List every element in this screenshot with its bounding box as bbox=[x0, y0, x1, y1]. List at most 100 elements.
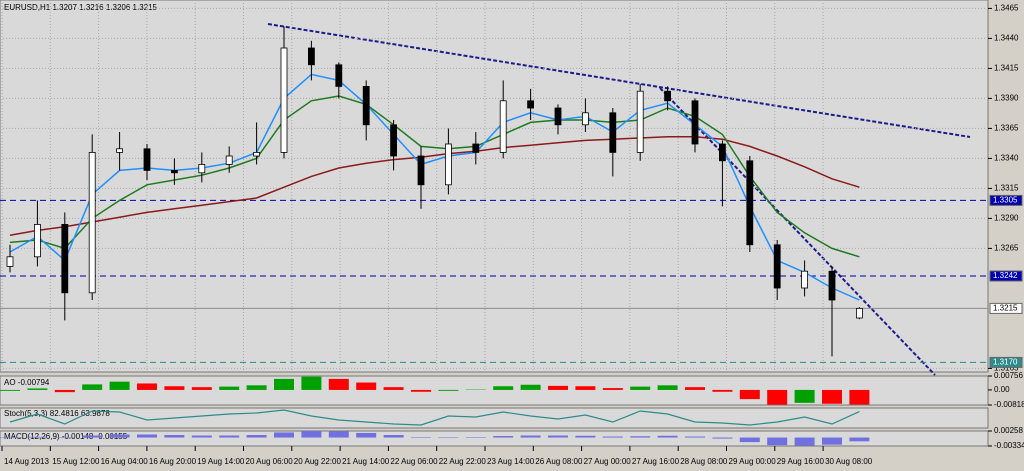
candle-body bbox=[225, 155, 233, 165]
ao-bar bbox=[657, 385, 678, 390]
macd-bar bbox=[191, 435, 212, 438]
ao-bar bbox=[54, 389, 75, 393]
level-box bbox=[989, 270, 1023, 282]
x-tick-label: 30 Aug 08:00 bbox=[825, 457, 873, 466]
macd-bar bbox=[685, 436, 705, 438]
candle-body bbox=[801, 270, 808, 289]
ao-bar bbox=[822, 389, 842, 404]
level-label: 1.3242 bbox=[993, 271, 1018, 280]
level-label: 1.3170 bbox=[993, 358, 1018, 367]
ao-bar bbox=[356, 382, 377, 390]
macd-bar bbox=[246, 435, 267, 438]
ao-bar bbox=[383, 387, 404, 390]
macd-bar bbox=[493, 436, 514, 438]
candle-body bbox=[828, 270, 836, 301]
candle-body bbox=[417, 155, 425, 186]
macd-bar bbox=[0, 437, 20, 439]
y-tick-label: -0.00818 bbox=[994, 400, 1024, 409]
candle-body bbox=[143, 148, 151, 171]
candle-body bbox=[6, 256, 14, 267]
macd-title: MACD(12,26,9) -0.00148 -0.00155 bbox=[4, 432, 128, 441]
x-tick-label: 28 Aug 08:00 bbox=[680, 457, 728, 466]
ao-bar bbox=[164, 386, 185, 390]
moving-average bbox=[9, 95, 860, 258]
y-tick-label: 1.3165 bbox=[994, 364, 1019, 373]
ao-bar bbox=[246, 385, 267, 390]
main-pane bbox=[0, 0, 989, 373]
x-tick-label: 15 Aug 12:00 bbox=[52, 457, 100, 466]
macd-bar bbox=[794, 437, 815, 446]
ao-bar bbox=[520, 384, 541, 390]
macd-bar bbox=[767, 437, 788, 446]
y-tick-label: 1.3290 bbox=[994, 214, 1019, 223]
ao-bar bbox=[767, 389, 788, 405]
macd-bar bbox=[548, 435, 568, 438]
ao-bar bbox=[685, 387, 705, 390]
x-tick-label: 22 Aug 22:00 bbox=[439, 457, 487, 466]
ao-bar bbox=[438, 389, 459, 391]
ao-title: AO -0.00794 bbox=[4, 378, 50, 387]
macd-bar bbox=[219, 435, 240, 438]
macd-bar bbox=[411, 437, 431, 438]
ao-bar bbox=[575, 386, 596, 390]
ao-bar bbox=[301, 376, 322, 390]
level-box bbox=[989, 194, 1023, 206]
x-tick-label: 22 Aug 06:00 bbox=[390, 457, 438, 466]
candle-body bbox=[307, 47, 315, 66]
candle-body bbox=[253, 151, 261, 157]
macd-bar bbox=[438, 437, 459, 439]
y-tick-label: 1.3415 bbox=[994, 64, 1019, 73]
candle-body bbox=[198, 163, 206, 174]
macd-bar bbox=[575, 435, 596, 438]
candle-body bbox=[390, 124, 398, 157]
x-tick-label: 27 Aug 00:00 bbox=[584, 457, 632, 466]
macd-bar bbox=[739, 437, 760, 443]
ao-bar bbox=[712, 389, 733, 392]
x-tick-label: 23 Aug 14:00 bbox=[487, 457, 535, 466]
level-box bbox=[989, 302, 1023, 314]
candle-body bbox=[472, 143, 480, 153]
ao-bar bbox=[137, 383, 157, 390]
y-tick-label: 1.3465 bbox=[994, 4, 1019, 13]
macd-bar bbox=[164, 435, 185, 438]
candle-body bbox=[527, 100, 534, 109]
candle-body bbox=[719, 143, 726, 162]
macd-bar bbox=[712, 437, 733, 439]
candle-body bbox=[499, 100, 507, 153]
macd-bar bbox=[465, 437, 486, 438]
ao-bar bbox=[0, 389, 20, 391]
candle-body bbox=[691, 100, 699, 145]
candle-body bbox=[34, 223, 41, 258]
y-tick-label: 1.3440 bbox=[994, 34, 1019, 43]
ao-bar bbox=[191, 387, 212, 390]
macd-bar bbox=[630, 436, 651, 438]
x-tick-label: 29 Aug 00:00 bbox=[729, 457, 777, 466]
macd-bar bbox=[274, 432, 294, 438]
macd-bar bbox=[657, 435, 678, 438]
macd-bar bbox=[109, 434, 130, 438]
candle-body bbox=[582, 112, 589, 126]
macd-bar bbox=[356, 432, 377, 438]
x-tick-label: 20 Aug 06:00 bbox=[246, 457, 294, 466]
macd-bar bbox=[328, 431, 349, 438]
candle-body bbox=[170, 169, 178, 174]
x-tick-label: 16 Aug 04:00 bbox=[101, 457, 149, 466]
macd-bar bbox=[602, 436, 623, 438]
macd-bar bbox=[822, 437, 842, 445]
candle-body bbox=[444, 143, 452, 186]
y-tick-label: 0.00 bbox=[994, 385, 1010, 394]
ao-bar bbox=[794, 389, 815, 403]
ao-bar bbox=[849, 389, 870, 405]
ao-bar bbox=[411, 389, 431, 392]
stoch-pane bbox=[0, 407, 989, 429]
moving-average bbox=[9, 136, 860, 236]
y-tick-label: 1.3340 bbox=[994, 154, 1019, 163]
candle-body bbox=[746, 160, 754, 246]
macd-bar bbox=[54, 437, 75, 439]
candle-body bbox=[856, 307, 863, 319]
candle-body bbox=[116, 148, 123, 153]
x-tick-label: 26 Aug 08:00 bbox=[535, 457, 583, 466]
stoch-title: Stoch(5,3,3) 82.4816 63.9878 bbox=[4, 409, 110, 418]
macd-bar bbox=[27, 436, 48, 438]
